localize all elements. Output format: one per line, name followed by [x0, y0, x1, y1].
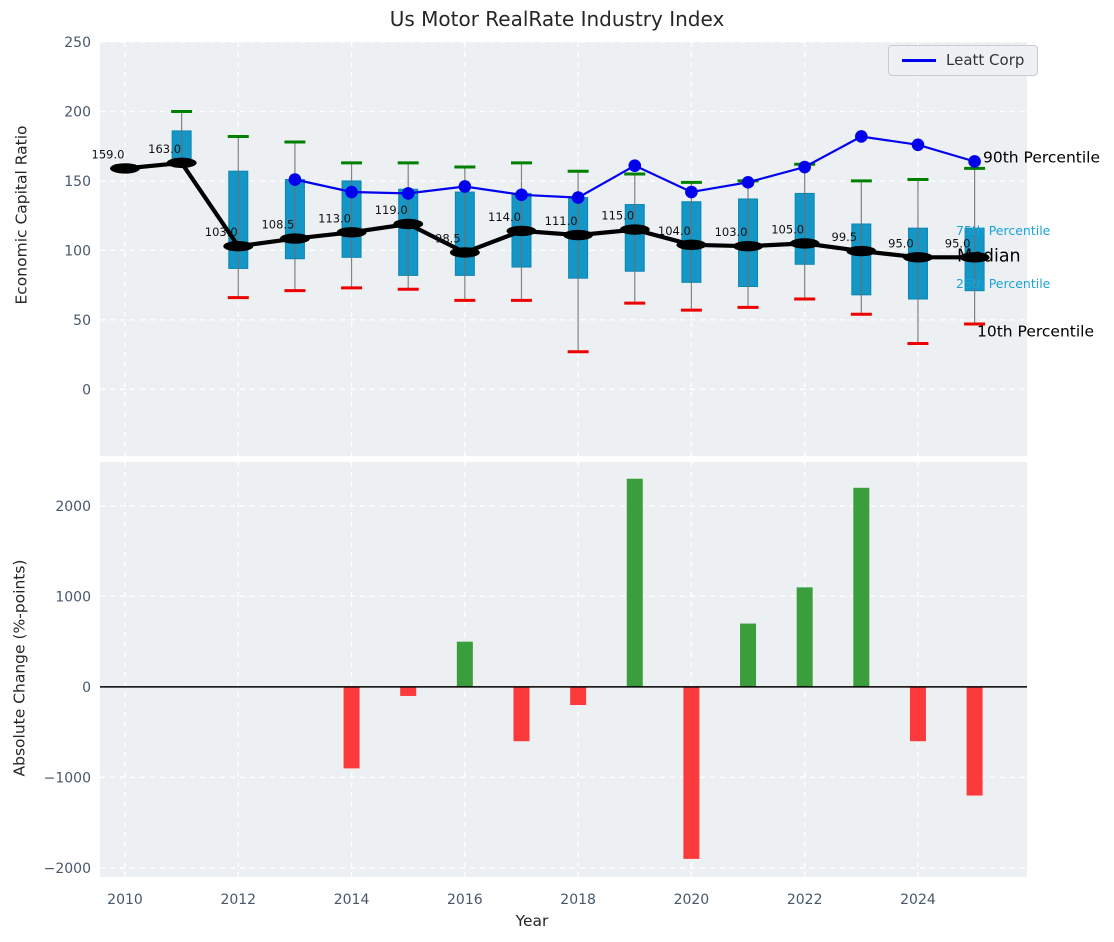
- leatt-corp-marker-2013: [288, 173, 302, 186]
- tick-label: 2018: [560, 892, 596, 908]
- tick-label: −2000: [44, 861, 91, 877]
- bar-2017: [513, 686, 530, 742]
- legend-label: Leatt Corp: [946, 51, 1025, 69]
- median-value-label-2016: 98.5: [435, 231, 461, 245]
- y-axis-label-bottom: Absolute Change (%-points): [10, 559, 29, 777]
- median-value-label-2023: 99.5: [832, 230, 858, 244]
- median-value-label-2021: 103.0: [715, 225, 748, 239]
- tick-label: 2012: [220, 892, 256, 908]
- bar-2018: [570, 686, 587, 706]
- leatt-corp-marker-2015: [401, 187, 415, 200]
- boxplot-2011: [171, 109, 193, 166]
- tick-label: −1000: [44, 770, 91, 786]
- bar-2023: [853, 487, 870, 687]
- bar-2019: [626, 478, 643, 687]
- median-marker-2023: [846, 245, 877, 257]
- x-axis-label: Year: [515, 912, 549, 930]
- y-axis-label-top: Economic Capital Ratio: [12, 125, 31, 305]
- annotation-median: Median: [957, 246, 1021, 267]
- median-value-label-2025: 95.0: [945, 236, 971, 250]
- leatt-corp-marker-2023: [855, 130, 868, 143]
- boxplot-2024: [907, 178, 929, 345]
- bar-2021: [740, 623, 757, 687]
- leatt-corp-marker-2014: [345, 185, 358, 199]
- median-marker-2020: [676, 239, 707, 251]
- median-marker-2022: [789, 238, 820, 249]
- median-marker-2016: [449, 247, 480, 258]
- bar-2016: [456, 641, 473, 687]
- tick-label: 0: [82, 382, 91, 398]
- median-marker-2011: [166, 157, 197, 169]
- tick-label: 2020: [674, 892, 710, 908]
- annotation-10th-percentile: 10th Percentile: [977, 322, 1095, 341]
- median-value-label-2012: 103.0: [205, 225, 238, 239]
- tick-label: 2016: [447, 892, 483, 908]
- median-marker-2015: [393, 218, 424, 230]
- median-value-label-2017: 114.0: [488, 210, 521, 224]
- chart-title: Us Motor RealRate Industry Index: [389, 7, 725, 31]
- median-marker-2013: [279, 233, 310, 244]
- tick-label: 2024: [900, 892, 936, 908]
- tick-label: 150: [64, 174, 91, 190]
- median-value-label-2014: 113.0: [318, 211, 351, 225]
- boxplot-2019: [624, 172, 646, 305]
- median-value-label-2013: 108.5: [261, 218, 294, 232]
- median-value-label-2019: 115.0: [601, 209, 634, 223]
- bar-2014: [343, 686, 360, 769]
- leatt-corp-marker-2019: [628, 159, 642, 172]
- median-value-label-2020: 104.0: [658, 224, 691, 238]
- median-marker-2024: [902, 252, 933, 263]
- boxplot-2015: [397, 161, 419, 291]
- median-value-label-2015: 119.0: [375, 203, 408, 217]
- median-value-label-2022: 105.0: [771, 222, 804, 236]
- annotation-90th-percentile: 90th Percentile: [983, 148, 1101, 167]
- tick-label: 50: [73, 313, 91, 329]
- median-marker-2021: [733, 241, 764, 252]
- annotation-75th-percentile: 75th Percentile: [956, 222, 1051, 238]
- legend-leatt-corp: Leatt Corp: [888, 45, 1039, 76]
- median-marker-2012: [223, 241, 254, 252]
- bar-2015: [400, 686, 417, 696]
- annotation-25th-percentile: 25th Percentile: [956, 275, 1051, 291]
- median-value-label-2018: 111.0: [545, 214, 578, 228]
- bar-2020: [683, 686, 700, 859]
- tick-label: 2022: [787, 892, 823, 908]
- median-marker-2018: [563, 229, 594, 241]
- leatt-corp-marker-2022: [798, 160, 811, 174]
- median-line: [124, 160, 975, 260]
- bar-2024: [909, 686, 926, 742]
- median-value-label-2010: 159.0: [92, 147, 125, 161]
- tick-label: 2014: [334, 892, 370, 908]
- leatt-corp-marker-2025: [968, 155, 981, 168]
- median-value-label-2024: 95.0: [888, 236, 914, 250]
- leatt-corp-marker-2020: [685, 185, 698, 199]
- leatt-corp-marker-2018: [571, 191, 585, 204]
- tick-label: 2000: [55, 499, 91, 515]
- median-value-label-2011: 163.0: [148, 142, 181, 156]
- tick-label: 2010: [107, 892, 143, 908]
- median-marker-2010: [110, 163, 140, 174]
- tick-label: 0: [82, 680, 91, 696]
- leatt-corp-marker-2021: [741, 176, 755, 189]
- median-marker-2014: [336, 227, 367, 238]
- leatt-corp-marker-2016: [458, 180, 472, 193]
- axes-background-bottom: [100, 462, 1027, 877]
- tick-label: 200: [64, 104, 91, 120]
- leatt-corp-marker-2024: [911, 138, 925, 152]
- median-marker-2025: [959, 252, 990, 263]
- tick-label: 100: [64, 243, 91, 259]
- bar-2025: [966, 686, 983, 796]
- boxplot-2014: [341, 161, 363, 290]
- median-marker-2019: [619, 224, 650, 235]
- tick-label: 1000: [55, 589, 91, 605]
- bar-2022: [796, 587, 813, 687]
- legend-line-sample: [902, 59, 936, 62]
- tick-label: 250: [64, 35, 91, 51]
- median-marker-2017: [506, 225, 537, 237]
- leatt-corp-marker-2017: [515, 188, 528, 202]
